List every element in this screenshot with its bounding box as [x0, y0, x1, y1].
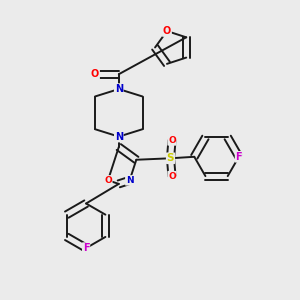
Text: F: F	[83, 243, 89, 253]
Text: N: N	[115, 84, 123, 94]
Text: O: O	[163, 26, 171, 36]
Text: O: O	[168, 172, 176, 181]
Text: O: O	[91, 69, 99, 79]
Text: N: N	[115, 132, 123, 142]
Text: O: O	[168, 136, 176, 145]
Text: O: O	[104, 176, 112, 185]
Text: F: F	[236, 152, 242, 162]
Text: N: N	[126, 176, 134, 185]
Text: S: S	[167, 153, 174, 163]
